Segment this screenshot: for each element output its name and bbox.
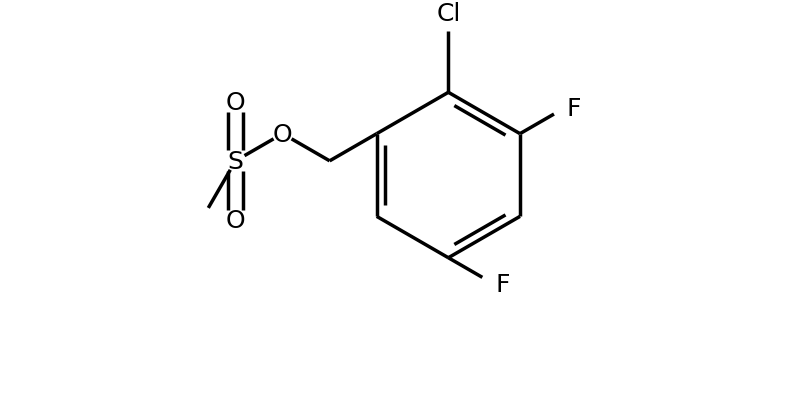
Text: O: O [225, 209, 245, 232]
Text: F: F [567, 97, 582, 121]
Text: S: S [228, 149, 243, 173]
Text: O: O [273, 122, 292, 146]
Text: Cl: Cl [437, 2, 460, 26]
Text: F: F [495, 272, 510, 296]
Text: O: O [225, 90, 245, 115]
